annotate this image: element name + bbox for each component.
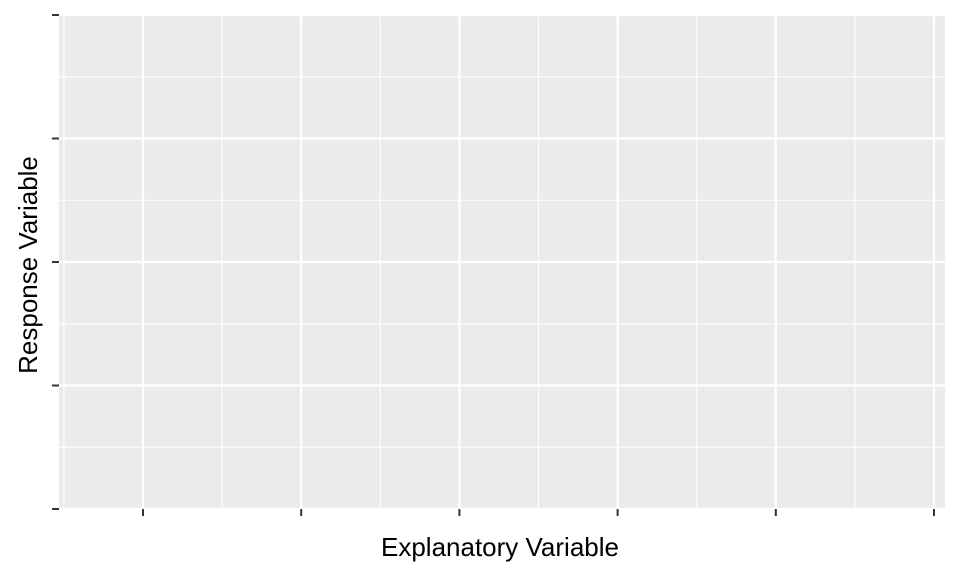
y-axis-ticks — [52, 14, 59, 510]
x-axis-ticks — [142, 509, 935, 516]
x-axis-label: Explanatory Variable — [381, 532, 619, 562]
major-grid-lines — [59, 13, 945, 511]
y-axis-label: Response Variable — [13, 156, 43, 374]
